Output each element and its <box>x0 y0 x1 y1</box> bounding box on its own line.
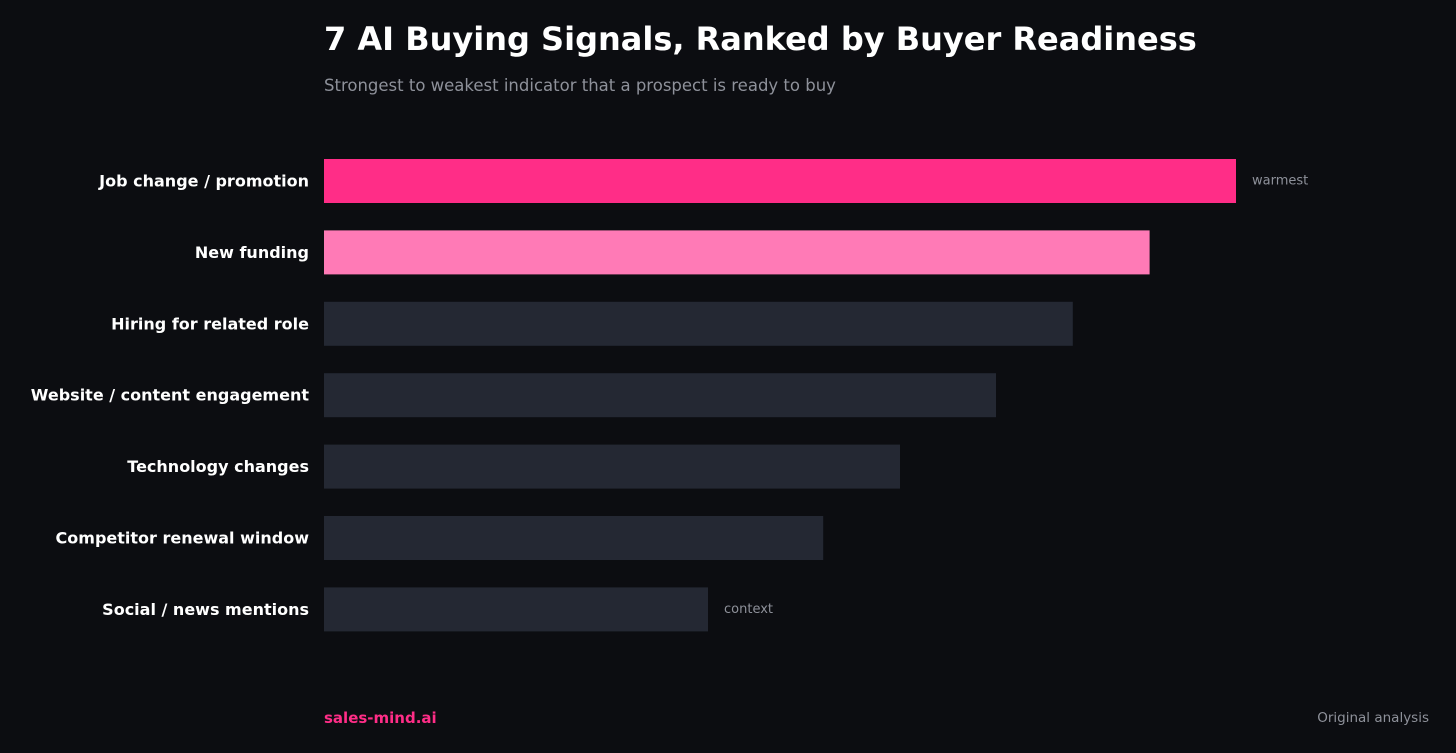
bar-7 <box>324 587 708 632</box>
bar-5 <box>324 444 900 489</box>
category-label: Social / news mentions <box>102 600 309 619</box>
bar-2 <box>324 230 1150 275</box>
bar-annotation: context <box>724 602 773 617</box>
bar-6 <box>324 516 824 560</box>
category-label: Hiring for related role <box>111 314 309 333</box>
source-note: Original analysis <box>1317 710 1429 726</box>
bar-1 <box>324 159 1236 203</box>
chart-title: 7 AI Buying Signals, Ranked by Buyer Rea… <box>324 20 1197 58</box>
category-label: Competitor renewal window <box>56 529 310 548</box>
chart-subtitle: Strongest to weakest indicator that a pr… <box>324 76 836 95</box>
bar-4 <box>324 373 996 418</box>
category-label: Job change / promotion <box>98 172 309 191</box>
category-label: New funding <box>195 243 309 262</box>
category-label: Website / content engagement <box>31 386 310 405</box>
brand-label: sales-mind.ai <box>324 709 437 727</box>
bar-3 <box>324 301 1073 346</box>
bar-annotation: warmest <box>1252 174 1308 189</box>
category-label: Technology changes <box>127 457 309 476</box>
